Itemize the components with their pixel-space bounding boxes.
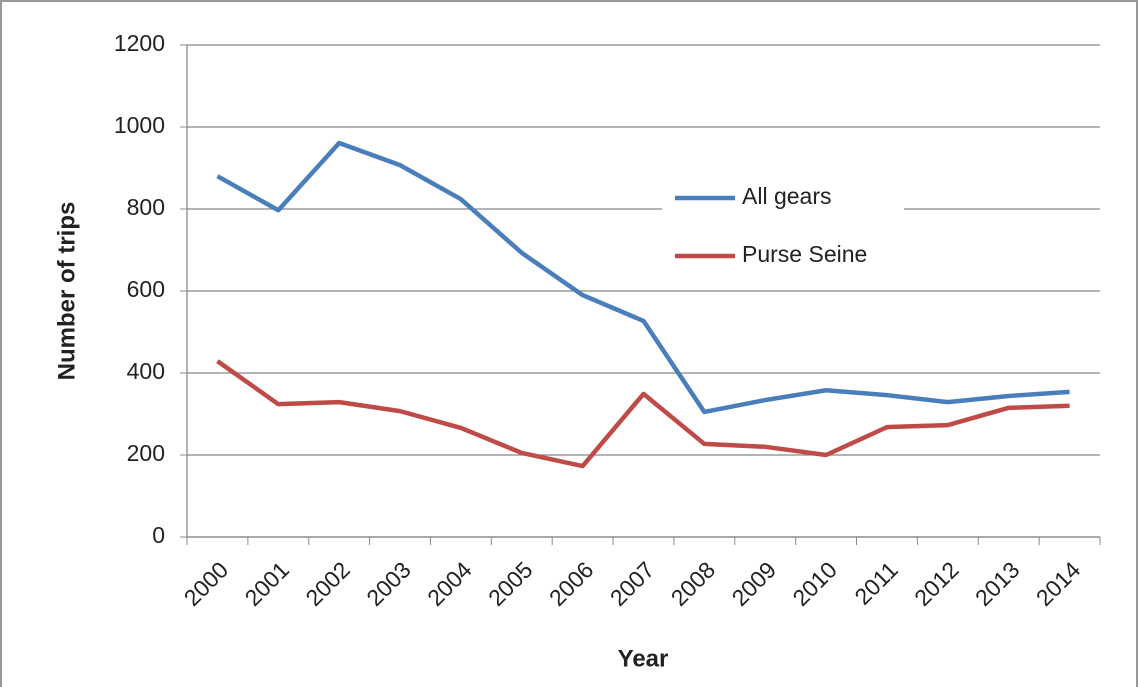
y-tick-label: 200: [127, 440, 165, 466]
legend-label: Purse Seine: [742, 241, 867, 267]
x-axis-title: Year: [618, 645, 669, 672]
y-tick-label: 600: [127, 276, 165, 302]
y-tick-label: 400: [127, 358, 165, 384]
y-tick-label: 0: [152, 522, 165, 548]
series-line: [216, 359, 1070, 469]
y-tick-label: 800: [127, 194, 165, 220]
legend-box: [662, 170, 904, 280]
legend-label: All gears: [742, 183, 831, 209]
series-line: [216, 140, 1070, 415]
y-tick-label: 1200: [114, 30, 165, 56]
y-axis-title: Number of trips: [53, 202, 80, 381]
y-tick-label: 1000: [114, 112, 165, 138]
